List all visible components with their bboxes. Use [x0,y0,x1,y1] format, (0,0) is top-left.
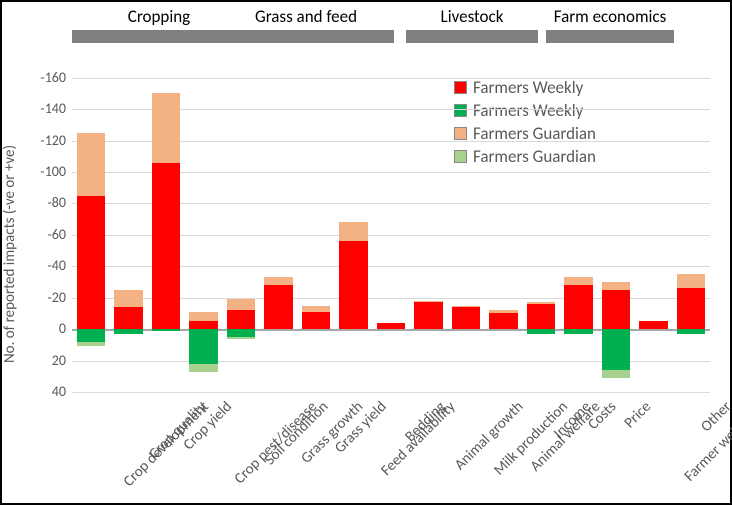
y-axis-label: No. of reported impacts (-ve or +ve) [1,145,19,363]
gridline [72,78,710,79]
legend-label: Farmers Weekly [473,100,583,121]
bar-segment [77,133,106,196]
y-tick-label: -80 [32,194,66,211]
y-tick-label: -120 [32,132,66,149]
bar-segment [602,329,631,370]
x-tick-label: Price [621,398,655,432]
y-tick-label: -40 [32,257,66,274]
bar-segment [114,329,143,334]
bar-segment [602,370,631,378]
bar-segment [227,329,256,337]
bar-segment [189,364,218,372]
bar-segment [227,310,256,329]
bar-segment [677,329,706,334]
legend-item: Farmers Guardian [454,146,596,167]
legend-label: Farmers Guardian [473,146,596,167]
bar-segment [77,196,106,330]
bar-segment [302,306,331,312]
bar-segment [564,277,593,285]
bar-segment [564,329,593,334]
group-underline-bar [218,30,394,43]
y-tick-label: -20 [32,289,66,306]
y-tick-label: -100 [32,163,66,180]
legend-label: Farmers Weekly [473,77,583,98]
legend-swatch [454,150,467,163]
y-tick-label: 0 [32,320,66,337]
group-label: Livestock [441,6,504,27]
bar-segment [152,93,181,162]
group-underline-bar [406,30,538,43]
legend-swatch [454,81,467,94]
legend-swatch [454,127,467,140]
bar-segment [527,304,556,329]
bar-segment [189,321,218,329]
y-tick-label: 20 [32,352,66,369]
chart-figure: { "plot": { "plot_x": 70, "plot_y": 60, … [0,0,732,505]
bar-segment [414,301,443,303]
bar-segment [77,342,106,347]
bar-segment [564,285,593,329]
y-tick-label: 40 [32,383,66,400]
bar-segment [77,329,106,342]
bar-segment [602,282,631,290]
bar-segment [339,222,368,241]
bar-segment [527,302,556,304]
bar-segment [227,299,256,310]
bar-segment [114,290,143,307]
group-underline-bar [546,30,674,43]
bar-segment [189,312,218,321]
bar-segment [339,241,368,329]
group-label: Grass and feed [255,6,357,27]
bar-segment [264,277,293,285]
bar-segment [114,307,143,329]
legend: Farmers WeeklyFarmers Weekly Farmers Guar… [454,77,596,169]
bar-segment [639,321,668,329]
bar-segment [302,312,331,329]
bar-segment [414,302,443,329]
legend-item: Farmers Weekly [454,100,596,121]
bar-segment [264,285,293,329]
gridline [72,392,710,393]
bar-segment [602,290,631,329]
bar-segment [677,288,706,329]
group-label: Farm economics [554,6,667,27]
bar-segment [152,163,181,330]
bar-segment [377,323,406,329]
y-tick-label: -140 [32,100,66,117]
bar-segment [527,329,556,334]
group-label: Cropping [128,6,190,27]
bar-segment [452,306,481,308]
bar-segment [452,307,481,329]
y-tick-label: -160 [32,69,66,86]
legend-item: Farmers Weekly [454,77,596,98]
bar-segment [189,329,218,364]
y-tick-label: -60 [32,226,66,243]
bar-segment [152,329,181,331]
bar-segment [489,310,518,313]
bar-segment [489,313,518,329]
bar-segment [227,337,256,339]
bar-segment [677,274,706,288]
legend-swatch [454,104,467,117]
